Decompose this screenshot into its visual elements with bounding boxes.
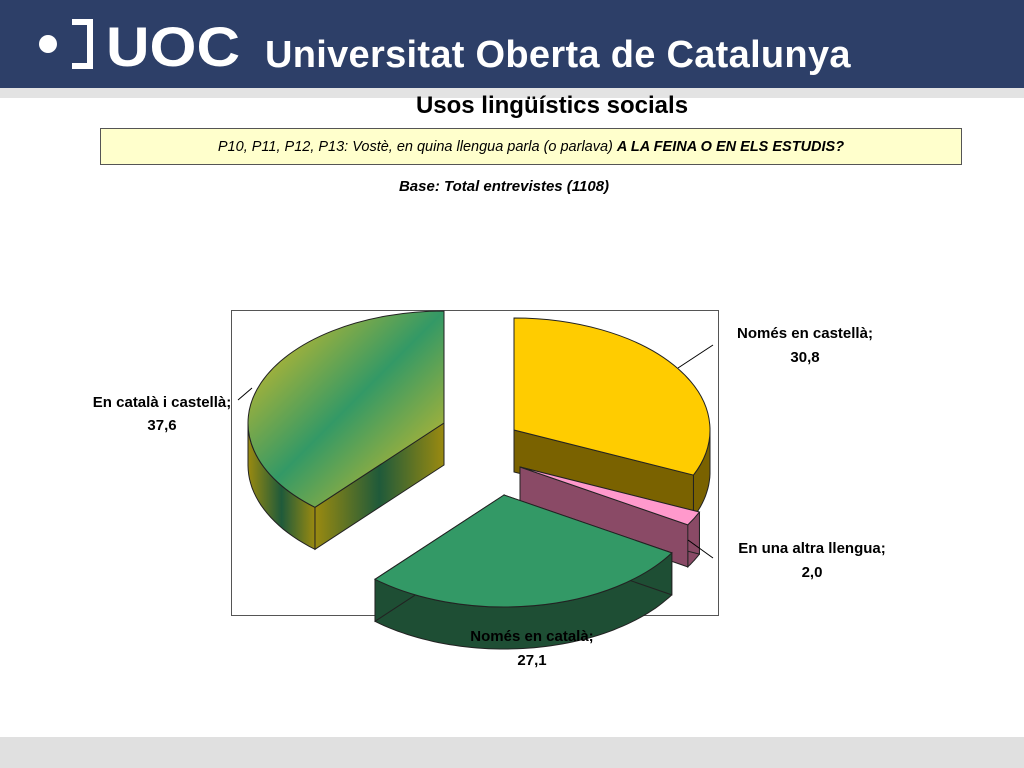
leader-line [687,539,714,559]
pie-slice-top [519,466,701,526]
base-text: Base: Total entrevistes (1108) [398,178,610,195]
pie-slice-top [373,494,673,608]
uoc-logo: UOC [39,15,240,74]
question-box: P10, P11, P12, P13: Vostè, en quina llen… [100,128,962,165]
question-emphasis: A LA FEINA O EN ELS ESTUDIS? [616,139,845,155]
question-text: P10, P11, P12, P13: Vostè, en quina llen… [217,139,617,155]
slice-value-label: 27,1 [517,652,546,669]
pie-slice-1 [513,317,711,519]
header-bar: UOC Universitat Oberta de Catalunya [0,0,1024,88]
leader-line [237,387,253,401]
university-name: Universitat Oberta de Catalunya [265,34,851,76]
slice-label: En català i castellà; [93,394,231,411]
slice-value-label: 37,6 [147,417,176,434]
slice-value-label: 2,0 [802,564,823,581]
slice-label: Només en castellà; [737,325,873,342]
slide-title: Usos lingüístics socials [415,92,689,119]
footer-bar [0,737,1024,768]
pie-slice-top [513,317,711,476]
logo-dot-icon [39,35,57,53]
pie-slice-4 [247,310,445,551]
slice-value-label: 30,8 [790,349,819,366]
header-strip [0,88,1024,98]
pie-slice-top [247,310,445,508]
pie-slice-3 [373,494,673,650]
logo-text: UOC [106,15,240,74]
pie-slice-2 [519,466,701,569]
leader-line [677,344,714,369]
slice-label: Només en català; [470,628,593,645]
slice-label: En una altra llengua; [738,540,886,557]
